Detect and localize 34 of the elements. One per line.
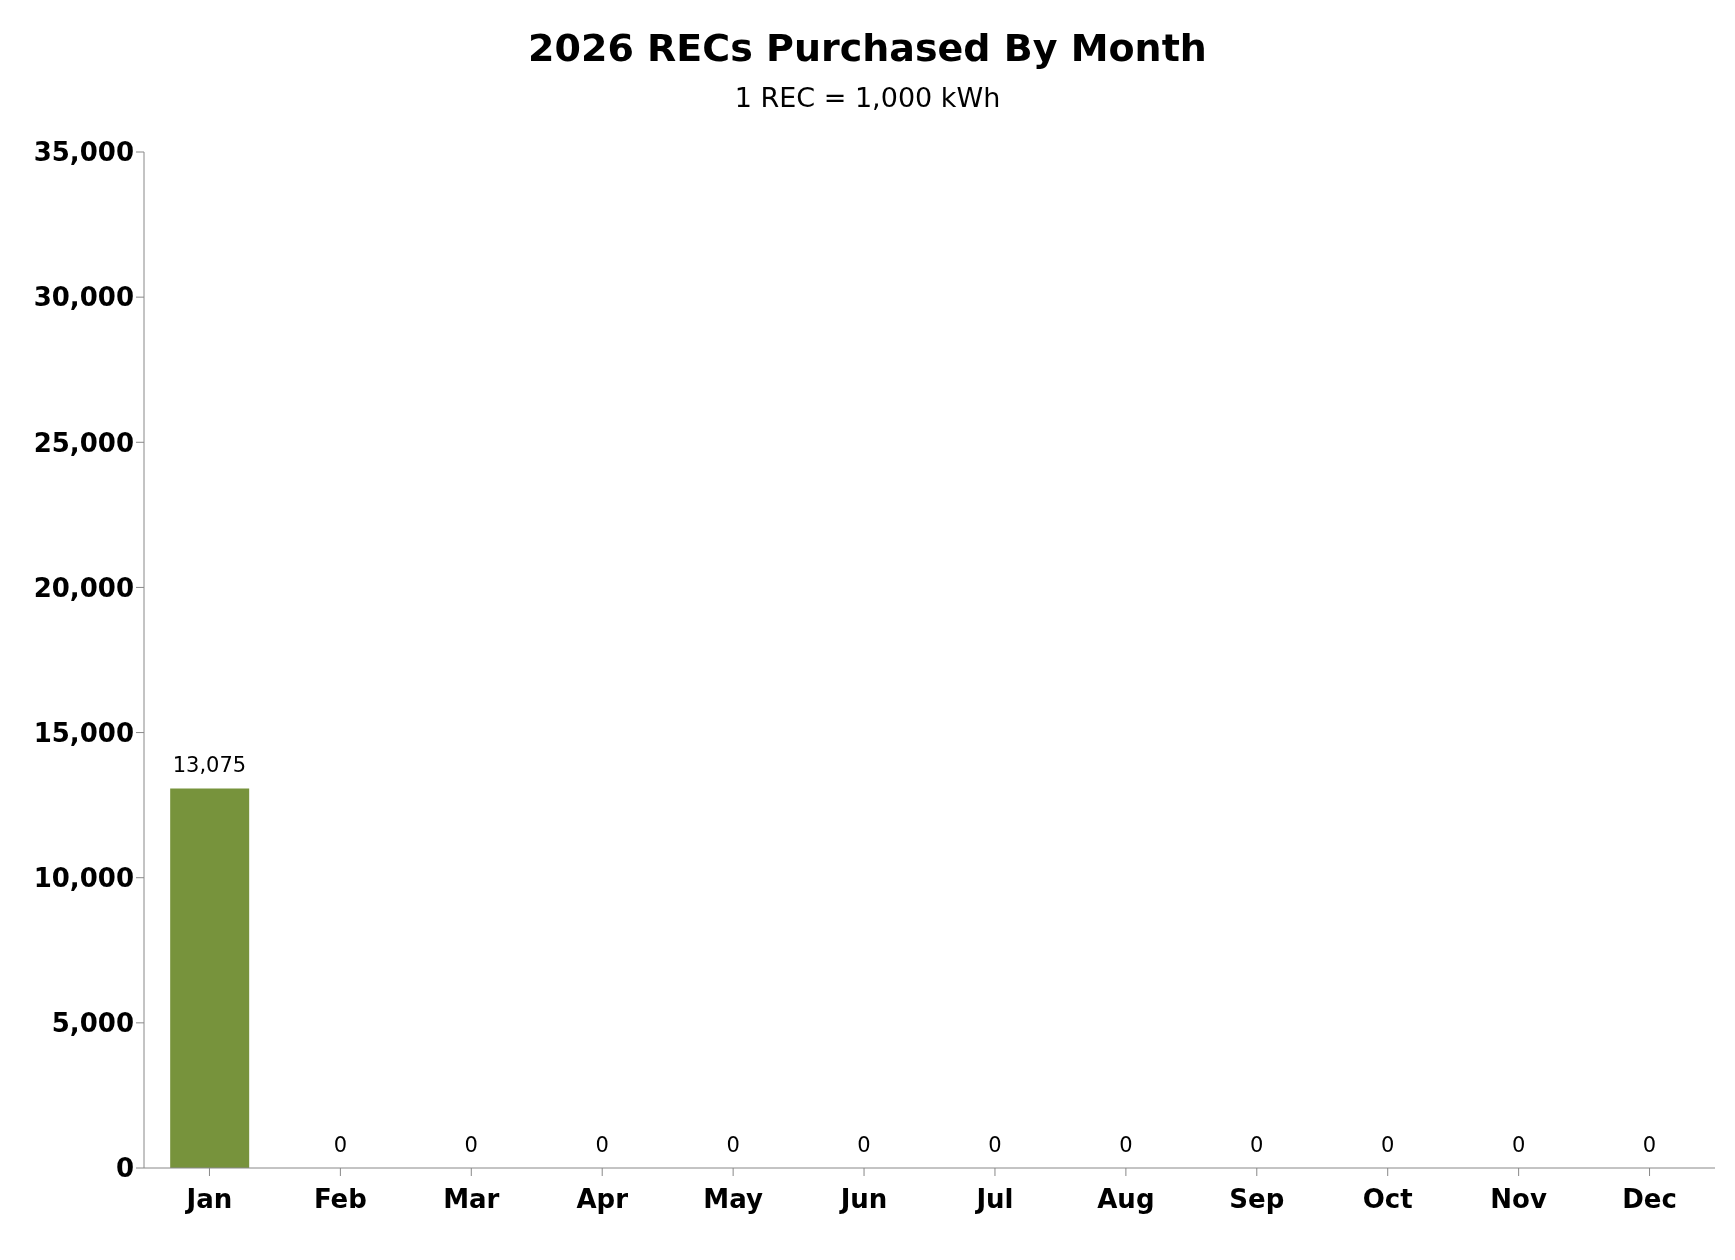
chart-title: 2026 RECs Purchased By Month — [527, 26, 1208, 70]
data-label: 0 — [1641, 1132, 1658, 1158]
y-tick-label: 25,000 — [33, 427, 134, 458]
x-tick-label: Mar — [443, 1184, 500, 1215]
data-label: 0 — [1510, 1132, 1527, 1158]
x-tick-label: Jan — [184, 1184, 233, 1215]
y-tick-label: 10,000 — [33, 862, 134, 893]
data-label: 0 — [463, 1132, 479, 1158]
y-tick-label: 5,000 — [51, 1008, 134, 1039]
x-tick-label: Dec — [1622, 1184, 1677, 1215]
data-label: 0 — [1380, 1132, 1396, 1158]
x-tick-label: Apr — [576, 1184, 629, 1215]
data-label: 0 — [856, 1132, 872, 1158]
data-label: 0 — [987, 1132, 1003, 1158]
data-label: 0 — [1118, 1132, 1134, 1158]
y-tick-label: 20,000 — [33, 572, 134, 603]
y-tick-label: 0 — [115, 1153, 134, 1184]
x-tick-label: Aug — [1097, 1184, 1155, 1215]
x-tick-label: Nov — [1490, 1184, 1547, 1215]
x-tick-label: May — [703, 1184, 763, 1215]
data-label: 0 — [332, 1132, 349, 1158]
data-label: 0 — [1249, 1132, 1265, 1158]
x-tick-label: Feb — [313, 1184, 367, 1215]
chart-subtitle: 1 REC = 1,000 kWh — [733, 82, 1002, 113]
data-label: 0 — [594, 1132, 610, 1158]
data-label: 0 — [725, 1132, 741, 1158]
x-tick-label: Oct — [1362, 1184, 1413, 1215]
y-tick-label: 30,000 — [33, 282, 134, 313]
x-tick-label: Jul — [974, 1184, 1014, 1215]
x-tick-label: Jun — [838, 1184, 888, 1215]
y-tick-label: 15,000 — [33, 717, 134, 748]
data-label: 13,075 — [171, 752, 248, 779]
y-tick-label: 35,000 — [33, 137, 134, 168]
x-tick-label: Sep — [1229, 1184, 1285, 1215]
